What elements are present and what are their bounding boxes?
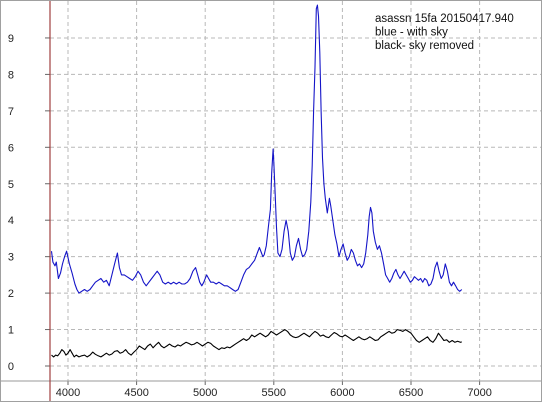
y-tick-label: 8 (8, 69, 14, 81)
y-tick-label: 5 (8, 179, 14, 191)
series-lines (50, 4, 463, 358)
chart-annotation: asassn 15fa 20150417.940 blue - with skyb… (375, 13, 514, 52)
x-tick-label: 5500 (262, 387, 286, 399)
y-tick-label: 6 (8, 142, 14, 154)
x-tick-label: 4500 (124, 387, 148, 399)
series-line-with-sky (50, 4, 463, 294)
x-tick-label: 7000 (467, 387, 491, 399)
y-tick-label: 1 (8, 325, 14, 337)
y-tick-label: 3 (8, 252, 14, 264)
y-tick-label: 9 (8, 33, 14, 45)
x-tick-label: 5000 (193, 387, 217, 399)
y-tick-labels: 0 1 2 3 4 5 6 7 8 9 (8, 33, 14, 373)
y-tick-label: 7 (8, 106, 14, 118)
x-tick-label: 6000 (330, 387, 354, 399)
x-tick-label: 4000 (56, 387, 80, 399)
x-tick-labels: 4000 4500 5000 5500 6000 6500 7000 (56, 387, 492, 399)
series-line-sky-removed (51, 329, 462, 358)
grid-lines (1, 1, 541, 385)
y-tick-label: 2 (8, 288, 14, 300)
annotation-line: asassn 15fa 20150417.940 (375, 13, 514, 25)
x-tick-label: 6500 (399, 387, 423, 399)
annotation-line: black- sky removed (375, 40, 474, 52)
y-tick-label: 4 (8, 215, 14, 227)
annotation-line: blue - with sky (375, 27, 448, 39)
y-tick-label: 0 (8, 361, 14, 373)
